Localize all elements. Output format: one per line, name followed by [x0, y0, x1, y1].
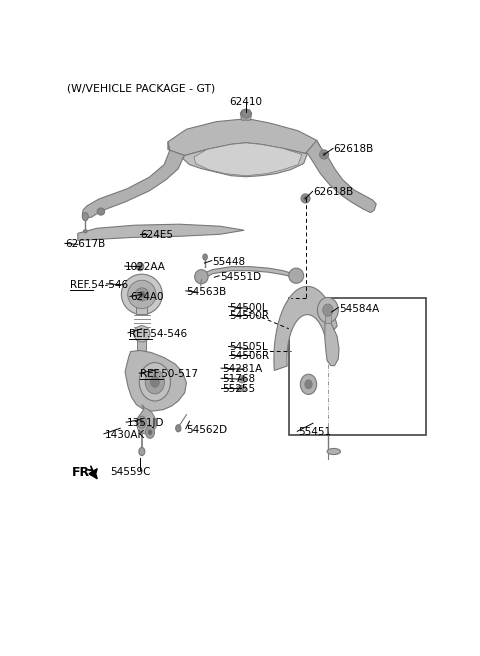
Text: 624E5: 624E5 — [140, 230, 173, 240]
Polygon shape — [125, 350, 186, 411]
Ellipse shape — [237, 385, 246, 392]
Ellipse shape — [139, 363, 170, 401]
Text: (W/VEHICLE PACKAGE - GT): (W/VEHICLE PACKAGE - GT) — [67, 84, 215, 94]
Text: 1022AA: 1022AA — [125, 262, 166, 272]
Polygon shape — [89, 468, 97, 479]
Text: 62410: 62410 — [229, 97, 263, 107]
Ellipse shape — [322, 152, 326, 157]
Text: 55448: 55448 — [213, 256, 246, 266]
Ellipse shape — [300, 374, 317, 394]
Polygon shape — [136, 405, 156, 434]
Ellipse shape — [97, 208, 105, 215]
Ellipse shape — [84, 230, 87, 233]
Polygon shape — [194, 143, 302, 176]
Polygon shape — [240, 109, 252, 120]
Text: 55451: 55451 — [298, 427, 331, 438]
Ellipse shape — [238, 376, 246, 383]
Ellipse shape — [145, 370, 165, 394]
Ellipse shape — [240, 387, 243, 390]
Text: 62618B: 62618B — [334, 144, 373, 154]
Ellipse shape — [148, 430, 152, 435]
Text: 54563B: 54563B — [186, 287, 227, 297]
Ellipse shape — [240, 378, 244, 380]
Text: 54584A: 54584A — [339, 304, 379, 314]
Ellipse shape — [304, 196, 307, 201]
Text: FR.: FR. — [72, 466, 95, 480]
Bar — [289, 298, 426, 435]
Polygon shape — [325, 315, 331, 323]
Polygon shape — [83, 142, 185, 218]
Text: 54506R: 54506R — [229, 351, 269, 361]
Ellipse shape — [137, 416, 146, 428]
Ellipse shape — [305, 380, 312, 389]
Text: 54500L: 54500L — [229, 302, 268, 312]
Polygon shape — [136, 295, 147, 314]
Text: 51768: 51768 — [222, 375, 255, 384]
Text: 54281A: 54281A — [222, 364, 262, 374]
Text: REF.50-517: REF.50-517 — [140, 369, 198, 379]
Text: 54505L: 54505L — [229, 342, 268, 352]
Text: 62617B: 62617B — [66, 239, 106, 249]
Polygon shape — [183, 143, 307, 176]
Polygon shape — [202, 266, 294, 279]
Ellipse shape — [139, 447, 145, 455]
Ellipse shape — [135, 288, 148, 301]
Ellipse shape — [320, 150, 329, 159]
Polygon shape — [78, 224, 244, 240]
Ellipse shape — [128, 280, 156, 308]
Ellipse shape — [121, 274, 162, 315]
Ellipse shape — [301, 194, 310, 203]
Ellipse shape — [139, 291, 145, 297]
Text: 62618B: 62618B — [313, 188, 353, 197]
Ellipse shape — [136, 262, 144, 271]
Polygon shape — [137, 327, 146, 352]
Ellipse shape — [133, 326, 150, 342]
Ellipse shape — [289, 268, 304, 283]
Text: 624A0: 624A0 — [131, 293, 164, 302]
Polygon shape — [325, 323, 339, 365]
Text: REF.54-546: REF.54-546 — [129, 329, 187, 338]
Ellipse shape — [241, 110, 251, 118]
Text: 54500R: 54500R — [229, 311, 269, 321]
Ellipse shape — [195, 270, 208, 284]
Text: REF.54-546: REF.54-546 — [71, 280, 129, 290]
Text: 54551D: 54551D — [220, 272, 261, 281]
Polygon shape — [305, 140, 376, 213]
Ellipse shape — [317, 297, 338, 323]
Text: 54562D: 54562D — [186, 425, 228, 435]
Text: 1351JD: 1351JD — [127, 419, 165, 428]
Ellipse shape — [140, 420, 144, 424]
Ellipse shape — [139, 265, 142, 268]
Ellipse shape — [323, 304, 333, 316]
Ellipse shape — [145, 426, 155, 438]
Ellipse shape — [83, 213, 88, 220]
Ellipse shape — [203, 254, 207, 260]
Text: 55255: 55255 — [222, 384, 255, 394]
Text: 54559C: 54559C — [110, 466, 151, 477]
Ellipse shape — [150, 377, 159, 387]
Polygon shape — [274, 287, 337, 371]
Text: 1430AK: 1430AK — [105, 430, 145, 440]
Ellipse shape — [327, 449, 340, 455]
Polygon shape — [168, 119, 321, 155]
Ellipse shape — [176, 424, 181, 432]
